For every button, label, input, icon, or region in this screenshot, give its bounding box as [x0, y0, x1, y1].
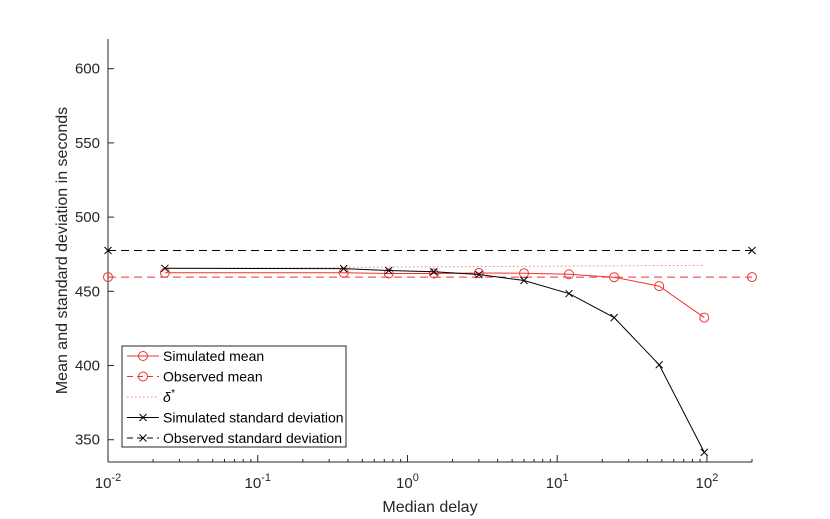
- data-point: [748, 246, 756, 255]
- data-point: [655, 360, 664, 369]
- legend-marker: [139, 434, 147, 442]
- y-tick-label: 600: [75, 61, 100, 78]
- data-point: [699, 312, 710, 323]
- data-point: [429, 267, 438, 276]
- data-point: [747, 272, 757, 283]
- series-3: [161, 264, 709, 457]
- x-tick-label: 100: [396, 472, 419, 492]
- y-tick-label: 450: [75, 283, 100, 300]
- legend-marker: [139, 413, 147, 422]
- legend-label: Observed standard deviation: [163, 430, 342, 446]
- legend-item: Observed standard deviation: [127, 430, 342, 446]
- data-point: [384, 266, 393, 275]
- legend-label: δ*: [163, 388, 176, 405]
- series-line: [164, 272, 705, 318]
- legend-item: Simulated standard deviation: [127, 410, 344, 426]
- y-tick-label: 550: [75, 135, 100, 152]
- data-point: [564, 269, 575, 280]
- series-1: [103, 272, 757, 283]
- legend: Simulated mean Observed mean δ* Simulated s…: [121, 345, 347, 448]
- y-axis-label: Mean and standard deviation in seconds: [54, 107, 71, 394]
- data-point: [428, 268, 439, 279]
- series-line: [164, 264, 705, 269]
- data-point: [654, 281, 665, 292]
- y-tick-label: 400: [75, 358, 100, 375]
- data-point: [475, 270, 483, 279]
- x-tick-label: 10-2: [95, 472, 121, 492]
- legend-item: δ*: [127, 388, 176, 405]
- legend-label: Observed mean: [163, 369, 263, 385]
- data-point: [103, 272, 113, 283]
- x-tick-label: 10-1: [244, 472, 270, 492]
- series-0: [159, 267, 710, 323]
- series-layer: [103, 246, 757, 457]
- legend-box: [121, 345, 347, 448]
- data-point: [565, 289, 573, 298]
- legend-item: Observed mean: [127, 369, 263, 385]
- legend-item: Simulated mean: [127, 348, 264, 364]
- legend-marker: [138, 371, 148, 382]
- data-point: [610, 313, 618, 322]
- series-4: [104, 246, 756, 255]
- data-point: [520, 276, 528, 285]
- ticks-layer: 350 400 450 500 550 600 10-2 10-1 100 101 102: [75, 61, 753, 492]
- data-point: [104, 246, 112, 255]
- x-tick-label: 101: [546, 472, 569, 492]
- y-tick-label: 500: [75, 209, 100, 226]
- data-point: [339, 264, 348, 273]
- y-tick-label: 350: [75, 432, 100, 449]
- legend-marker: [138, 351, 148, 361]
- series-2: [164, 264, 705, 269]
- legend-label: Simulated standard deviation: [163, 410, 344, 426]
- legend-label: Simulated mean: [163, 348, 264, 364]
- series-line: [164, 267, 705, 453]
- data-point: [518, 268, 529, 279]
- data-point: [383, 268, 394, 279]
- data-point: [161, 264, 169, 273]
- x-axis-label: Median delay: [382, 499, 477, 516]
- data-point: [700, 448, 709, 457]
- x-tick-label: 102: [696, 472, 719, 492]
